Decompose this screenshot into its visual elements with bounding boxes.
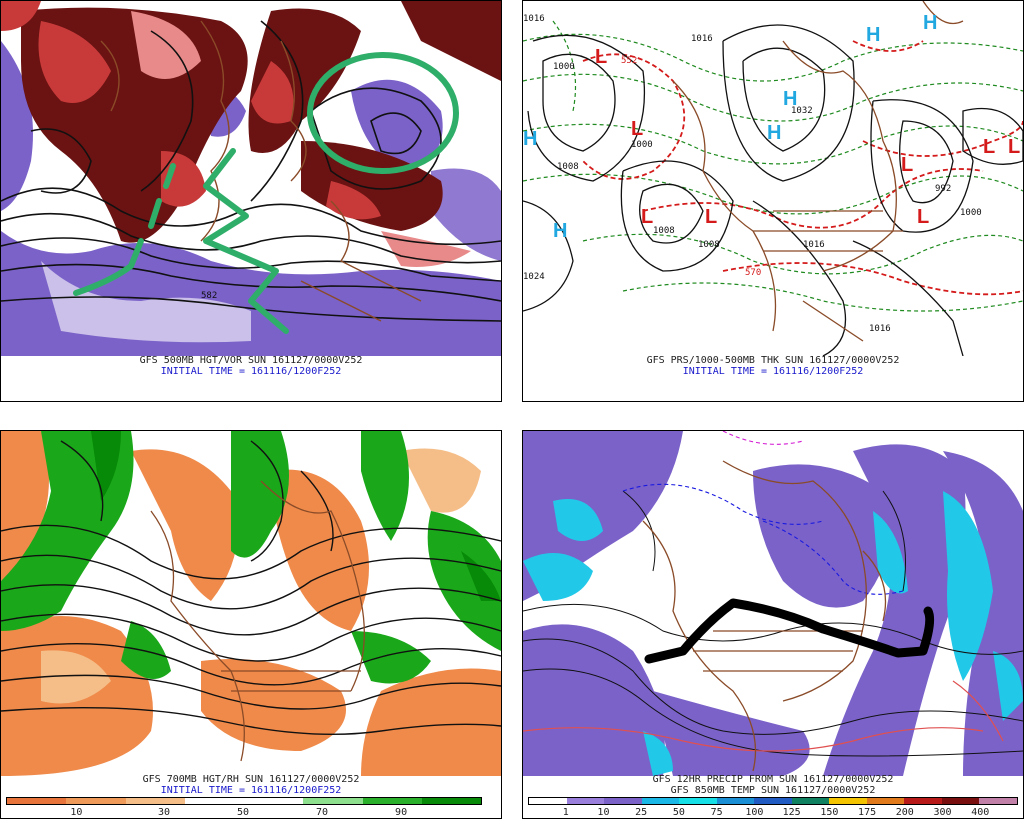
isobar-label: 992 bbox=[935, 184, 951, 194]
legend-swatch bbox=[244, 798, 304, 804]
high-pressure-marker: H bbox=[866, 24, 880, 46]
legend-label: 175 bbox=[858, 807, 877, 818]
legend-swatch bbox=[754, 798, 792, 804]
humidity-legend-labels: 10 30 50 70 90 bbox=[6, 807, 482, 819]
low-pressure-marker: L bbox=[641, 206, 653, 228]
legend-swatch bbox=[529, 798, 567, 804]
legend-label: 10 bbox=[70, 807, 83, 818]
legend-label: 50 bbox=[672, 807, 685, 818]
high-pressure-marker: H bbox=[767, 122, 781, 144]
legend-swatch bbox=[125, 798, 185, 804]
isobar-label: 1032 bbox=[791, 106, 813, 116]
legend-swatch bbox=[66, 798, 126, 804]
legend-swatch bbox=[979, 798, 1017, 804]
legend-label: 300 bbox=[933, 807, 952, 818]
isobar-label: 1024 bbox=[523, 272, 545, 282]
legend-label: 75 bbox=[710, 807, 723, 818]
panel-700mb-humidity: GFS 700MB HGT/RH SUN 161127/0000V252 INI… bbox=[0, 430, 502, 819]
caption-initial-time-500mb: INITIAL TIME = 161116/1200F252 bbox=[160, 366, 342, 377]
high-pressure-marker: H bbox=[923, 12, 937, 34]
legend-swatch bbox=[7, 798, 67, 804]
caption-title-precip: GFS 12HR PRECIP FROM SUN 161127/0000V252 bbox=[652, 774, 894, 785]
low-pressure-marker: L bbox=[705, 206, 717, 228]
legend-swatch bbox=[679, 798, 717, 804]
caption-initial-time-surface: INITIAL TIME = 161116/1200F252 bbox=[682, 366, 864, 377]
isobar-label: 1016 bbox=[691, 34, 713, 44]
precip-legend-bar bbox=[528, 797, 1018, 805]
legend-swatch bbox=[941, 798, 980, 804]
legend-swatch bbox=[303, 798, 363, 804]
legend-swatch bbox=[716, 798, 755, 804]
map-precip-850mb bbox=[523, 431, 1023, 776]
panel-500mb-vorticity: 582 GFS 500MB HGT/VOR SUN 161127/0000V25… bbox=[0, 0, 502, 402]
legend-label: 70 bbox=[316, 807, 329, 818]
caption-title-850mb-temp: GFS 850MB TEMP SUN 161127/0000V252 bbox=[670, 785, 876, 796]
legend-swatch bbox=[362, 798, 422, 804]
caption-title-500mb: GFS 500MB HGT/VOR SUN 161127/0000V252 bbox=[139, 355, 363, 366]
precip-legend-labels: 1 10 25 50 75 100 125 150 175 200 300 40… bbox=[528, 807, 1018, 819]
legend-label: 30 bbox=[158, 807, 171, 818]
isobar-label: 1008 bbox=[698, 240, 720, 250]
legend-label: 25 bbox=[635, 807, 648, 818]
low-pressure-marker: L bbox=[901, 154, 913, 176]
legend-label: 400 bbox=[971, 807, 990, 818]
legend-label: 1 bbox=[562, 807, 569, 818]
low-pressure-marker: L bbox=[917, 206, 929, 228]
humidity-legend-bar bbox=[6, 797, 482, 805]
caption-initial-time-700mb: INITIAL TIME = 161116/1200F252 bbox=[160, 785, 342, 796]
map-500mb-vorticity: 582 bbox=[1, 1, 501, 356]
legend-swatch bbox=[641, 798, 680, 804]
contour-label-582: 582 bbox=[201, 291, 217, 301]
high-pressure-marker: H bbox=[523, 128, 537, 150]
legend-swatch bbox=[566, 798, 605, 804]
legend-swatch bbox=[421, 798, 481, 804]
isobar-label: 1016 bbox=[803, 240, 825, 250]
legend-label: 100 bbox=[745, 807, 764, 818]
map-surface-pressure: L L L L L L L L H H H H H H 1016 1008 10… bbox=[523, 1, 1023, 356]
caption-title-700mb: GFS 700MB HGT/RH SUN 161127/0000V252 bbox=[142, 774, 360, 785]
panel-precip-850mb-temp: GFS 12HR PRECIP FROM SUN 161127/0000V252… bbox=[522, 430, 1024, 819]
legend-swatch bbox=[866, 798, 905, 804]
legend-swatch bbox=[184, 798, 244, 804]
isobar-label: 1000 bbox=[960, 208, 982, 218]
isobar-label: 1000 bbox=[631, 140, 653, 150]
isobar-label: 1016 bbox=[869, 324, 891, 334]
isobar-label: 1016 bbox=[523, 14, 545, 24]
legend-label: 200 bbox=[895, 807, 914, 818]
low-pressure-marker: L bbox=[631, 118, 643, 140]
legend-label: 125 bbox=[782, 807, 801, 818]
legend-swatch bbox=[904, 798, 942, 804]
caption-title-surface: GFS PRS/1000-500MB THK SUN 161127/0000V2… bbox=[646, 355, 900, 366]
isobar-label: 1008 bbox=[557, 162, 579, 172]
low-pressure-marker: L bbox=[983, 136, 995, 158]
legend-swatch bbox=[604, 798, 642, 804]
legend-swatch bbox=[791, 798, 830, 804]
legend-swatch bbox=[829, 798, 867, 804]
map-700mb-humidity bbox=[1, 431, 501, 776]
legend-label: 10 bbox=[597, 807, 610, 818]
high-pressure-marker: H bbox=[783, 88, 797, 110]
isobar-label: 1008 bbox=[653, 226, 675, 236]
legend-label: 150 bbox=[820, 807, 839, 818]
legend-label: 50 bbox=[237, 807, 250, 818]
high-pressure-marker: H bbox=[553, 220, 567, 242]
isobar-label: 1000 bbox=[553, 62, 575, 72]
low-pressure-marker: L bbox=[1008, 136, 1020, 158]
thickness-label: 552 bbox=[621, 56, 637, 66]
panel-surface-pressure-thickness: L L L L L L L L H H H H H H 1016 1008 10… bbox=[522, 0, 1024, 402]
legend-label: 90 bbox=[395, 807, 408, 818]
thickness-label: 570 bbox=[745, 268, 761, 278]
low-pressure-marker: L bbox=[595, 46, 607, 68]
